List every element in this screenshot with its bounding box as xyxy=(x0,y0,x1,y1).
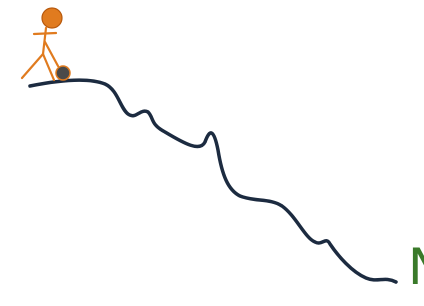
page: {"illustration": {"letter": "N"}} N (() … xyxy=(0,0,424,306)
stick-figure xyxy=(22,8,62,80)
green-letter: N xyxy=(408,238,424,296)
figure-leg xyxy=(22,54,43,78)
illustration: N xyxy=(0,0,424,306)
figure-arm xyxy=(34,33,56,34)
figure-body xyxy=(43,28,46,54)
ball xyxy=(56,66,70,80)
figure-leg xyxy=(43,54,54,80)
figure-head xyxy=(42,8,62,28)
hill-curve xyxy=(30,80,396,282)
